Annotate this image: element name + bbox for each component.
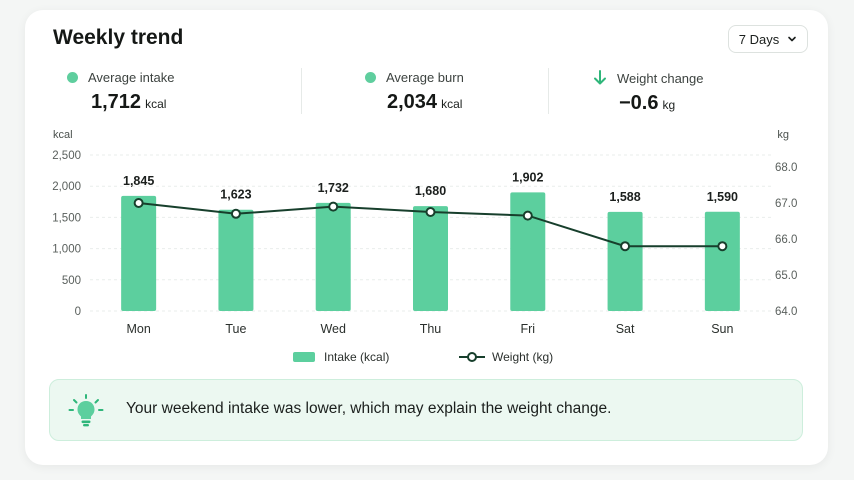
x-tick-label: Tue [225,322,246,336]
weight-point-sat [620,241,631,252]
y-tick-label: 0 [75,306,81,318]
y2-tick-label: 67.0 [775,198,797,210]
insight-banner: Your weekend intake was lower, which may… [49,379,803,441]
chart-legend: Intake (kcal) Weight (kg) [293,350,553,364]
bar-thu [413,206,448,311]
range-label: 7 Days [738,31,780,47]
data-label: 1,732 [318,181,349,195]
data-label: 1,845 [123,174,154,188]
data-label: 1,590 [707,190,738,204]
bar-tue [218,209,254,311]
weight-point-mon [133,198,144,208]
data-label: 1,902 [512,170,543,184]
y-tick-label: 500 [62,275,81,287]
stat-unit: kg [662,98,676,112]
legend-swatch-intake [293,352,315,362]
y2-tick-label: 68.0 [775,162,797,174]
legend-marker-weight [467,352,477,362]
weight-point-tue [230,208,241,219]
stat-divider [301,68,302,114]
green-dot-icon [365,72,376,83]
y2-axis-label: kg [777,129,789,141]
x-tick-label: Sat [616,322,635,336]
weight-point-sun [717,241,728,252]
y2-tick-label: 64.0 [775,306,797,318]
legend-label-weight: Weight (kg) [492,350,553,364]
bar-sat [607,211,643,311]
y-tick-label: 2,500 [52,150,81,162]
x-tick-label: Thu [420,322,442,336]
range-dropdown[interactable]: 7 Days [728,25,808,53]
stat-label: Weight change [617,70,704,86]
green-dot-icon [67,72,78,83]
x-tick-label: Sun [711,322,733,336]
chevron-down-icon [788,36,797,42]
y-tick-label: 1,000 [52,244,81,256]
x-tick-label: Wed [320,322,346,336]
stat-label: Average intake [88,70,175,85]
stat-value: 1,712 [91,91,142,113]
data-label: 1,680 [415,184,446,198]
stat-unit: kcal [441,97,463,111]
stat-average-burn: Average burn 2,034 kcal [365,70,464,114]
y-tick-label: 1,500 [52,212,81,224]
bar-sun [704,211,740,311]
lightbulb-icon [68,394,104,427]
weight-point-wed [328,201,339,212]
stat-average-intake: Average intake 1,712 kcal [67,70,175,114]
data-label: 1,623 [220,188,251,202]
stat-label: Average burn [386,70,464,85]
y-tick-label: 2,000 [52,181,81,193]
stat-weight-change: Weight change −0.6 kg [593,70,704,115]
y-axis-label: kcal [53,129,73,141]
weight-point-thu [425,207,436,217]
stat-unit: kcal [145,97,167,111]
x-tick-label: Fri [520,322,535,336]
stat-value: 2,034 [387,91,438,113]
weekly-trend-card: Weekly trend 7 Days Average intake 1,712… [25,10,828,465]
card-title: Weekly trend [53,26,184,49]
legend-label-intake: Intake (kcal) [324,350,389,364]
weekly-chart: kcal kg 0 500 1,000 1,500 2,000 2,500 64.0 65.0… [52,129,797,364]
y2-tick-label: 65.0 [775,270,797,282]
y2-tick-label: 66.0 [775,234,797,246]
x-tick-label: Mon [126,322,150,336]
stat-value: −0.6 [619,92,659,114]
data-label: 1,588 [609,190,640,204]
bar-fri [510,192,546,311]
insight-message: Your weekend intake was lower, which may… [126,400,612,417]
stat-divider [548,68,549,114]
arrow-down-icon [594,70,606,85]
bar-wed [315,202,351,311]
weight-point-fri [522,210,533,221]
bar-mon [121,195,157,311]
